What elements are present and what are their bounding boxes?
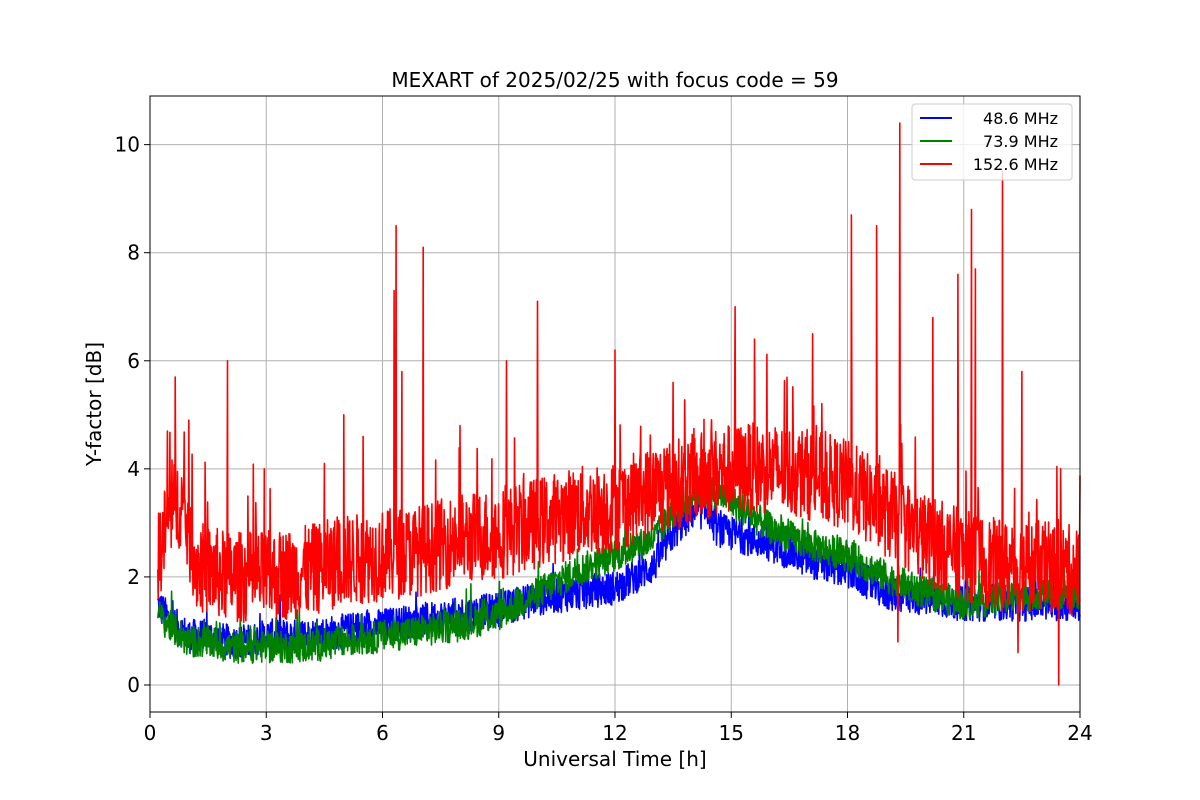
x-tick-label: 3 (260, 721, 273, 745)
series-line-1 (157, 476, 1081, 664)
legend-label: 48.6 MHz (983, 109, 1058, 128)
y-tick-label: 10 (115, 133, 140, 157)
x-axis-label: Universal Time [h] (523, 747, 706, 771)
x-tick-label: 6 (376, 721, 389, 745)
x-tick-label: 9 (492, 721, 505, 745)
x-tick-label: 12 (602, 721, 627, 745)
legend-label: 152.6 MHz (973, 155, 1058, 174)
x-axis-ticks: 0 3 6 9 12 15 18 21 24 (144, 712, 1093, 745)
y-tick-label: 8 (127, 241, 140, 265)
x-tick-label: 18 (835, 721, 860, 745)
legend-box (911, 103, 1073, 181)
y-tick-label: 6 (127, 349, 140, 373)
y-axis-ticks: 0 2 4 6 8 10 (115, 133, 150, 697)
y-tick-label: 0 (127, 673, 140, 697)
y-axis-label: Y-factor [dB] (82, 342, 106, 467)
x-tick-label: 0 (144, 721, 157, 745)
y-tick-label: 4 (127, 457, 140, 481)
series-line-0 (157, 479, 1081, 660)
x-tick-label: 24 (1067, 721, 1092, 745)
legend-label: 73.9 MHz (983, 132, 1058, 151)
legend: 48.6 MHz 73.9 MHz 152.6 MHz (911, 103, 1073, 181)
y-tick-label: 2 (127, 565, 140, 589)
chart-title: MEXART of 2025/02/25 with focus code = 5… (391, 68, 838, 92)
plot-series (157, 122, 1081, 686)
x-tick-label: 21 (951, 721, 976, 745)
x-tick-label: 15 (719, 721, 744, 745)
series-line-2 (157, 122, 1081, 686)
